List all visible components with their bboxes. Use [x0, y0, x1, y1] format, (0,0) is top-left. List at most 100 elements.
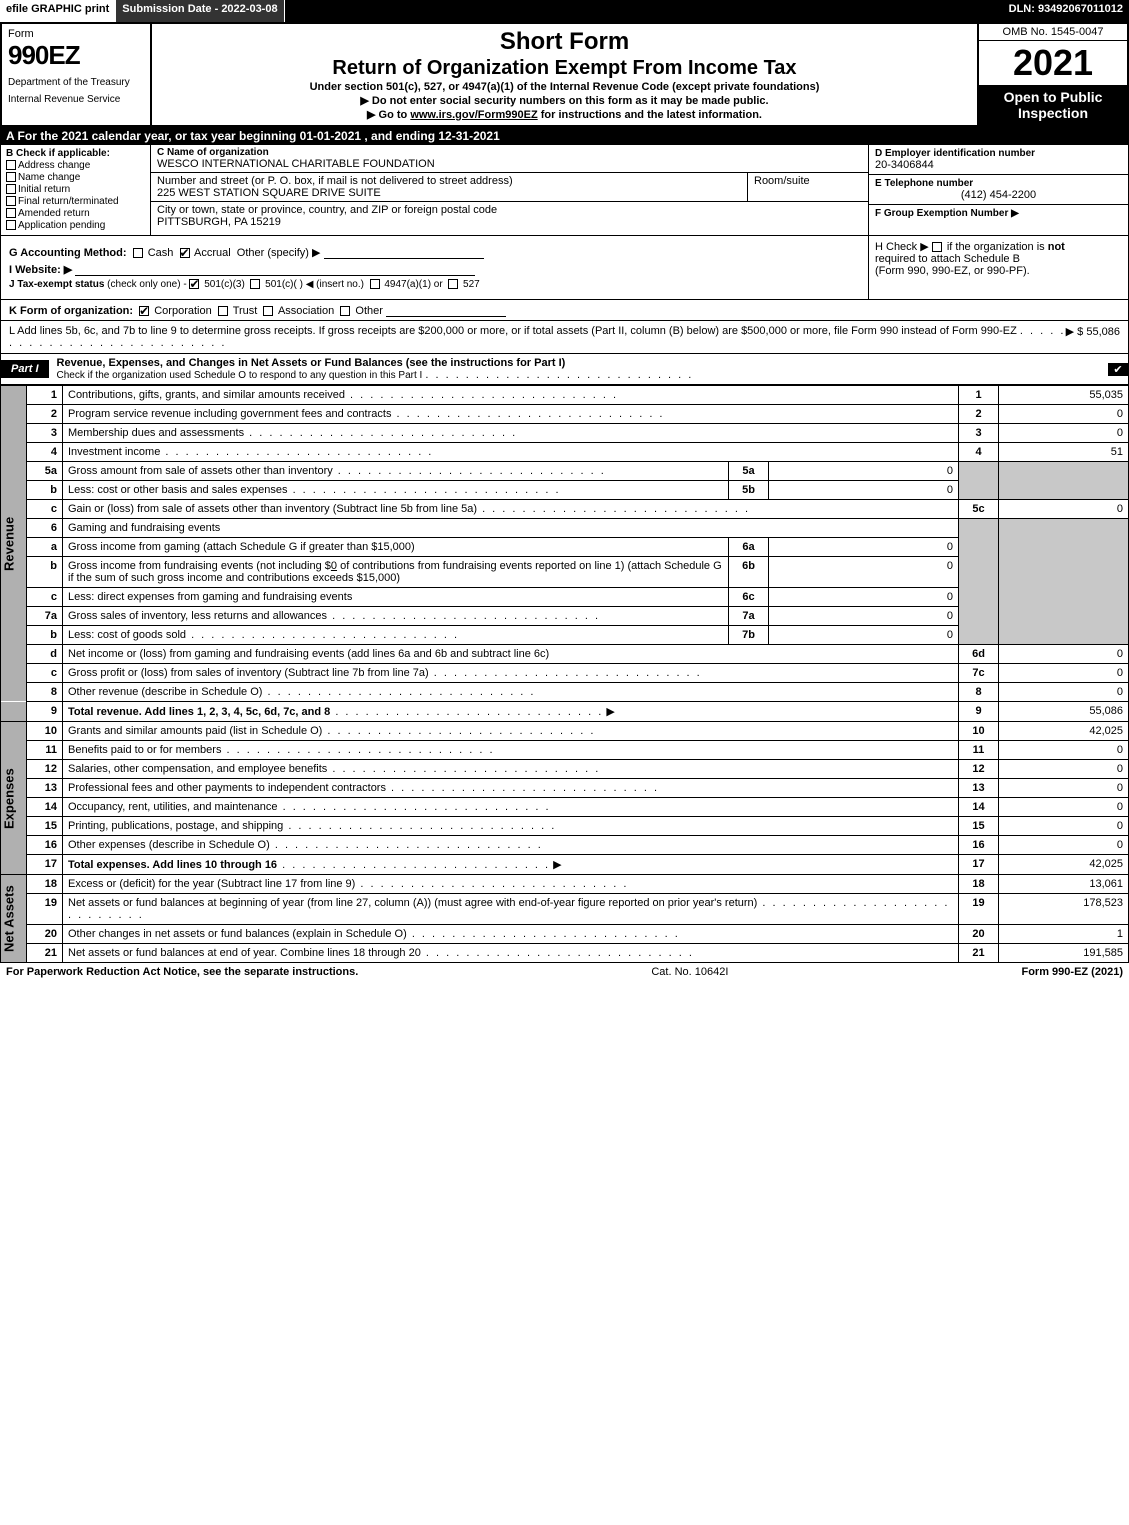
- chk-application-pending[interactable]: Application pending: [6, 220, 145, 231]
- top-bar: efile GRAPHIC print Submission Date - 20…: [0, 0, 1129, 22]
- chk-association[interactable]: [263, 306, 273, 316]
- box-h: H Check ▶ if the organization is not req…: [868, 236, 1128, 299]
- part-1-tag: Part I: [1, 360, 49, 378]
- line-7a-subval: 0: [769, 607, 959, 626]
- line-4-val: 51: [999, 443, 1129, 462]
- chk-accrual[interactable]: [180, 248, 190, 258]
- line-17-val: 42,025: [999, 855, 1129, 875]
- line-10-val: 42,025: [999, 722, 1129, 741]
- ein-label: D Employer identification number: [875, 148, 1122, 159]
- line-7c-desc: Gross profit or (loss) from sales of inv…: [68, 667, 429, 679]
- k-label: K Form of organization:: [9, 305, 133, 317]
- line-12-box: 12: [959, 760, 999, 779]
- chk-other[interactable]: [340, 306, 350, 316]
- line-5a-sub: 5a: [729, 462, 769, 481]
- chk-501c3[interactable]: [189, 279, 199, 289]
- header-sub-2: ▶ Do not enter social security numbers o…: [162, 94, 967, 107]
- irs-link[interactable]: www.irs.gov/Form990EZ: [410, 109, 537, 121]
- street-row: Number and street (or P. O. box, if mail…: [151, 173, 868, 202]
- line-9-desc: Total revenue. Add lines 1, 2, 3, 4, 5c,…: [68, 706, 330, 718]
- line-6a-subval: 0: [769, 538, 959, 557]
- chk-cash[interactable]: [133, 248, 143, 258]
- line-3-val: 0: [999, 424, 1129, 443]
- box-d: D Employer identification number 20-3406…: [869, 145, 1128, 175]
- line-13-num: 13: [27, 779, 63, 798]
- line-17-num: 17: [27, 855, 63, 875]
- boxes-def: D Employer identification number 20-3406…: [868, 145, 1128, 235]
- line-16-val: 0: [999, 836, 1129, 855]
- row-gh: G Accounting Method: Cash Accrual Other …: [0, 236, 1129, 300]
- line-11-box: 11: [959, 741, 999, 760]
- chk-527[interactable]: [448, 279, 458, 289]
- box-f: F Group Exemption Number ▶: [869, 205, 1128, 235]
- line-16-num: 16: [27, 836, 63, 855]
- line-6d-desc: Net income or (loss) from gaming and fun…: [68, 648, 549, 660]
- line-19-num: 19: [27, 894, 63, 925]
- line-1-box: 1: [959, 386, 999, 405]
- city-label: City or town, state or province, country…: [157, 204, 862, 216]
- line-18-desc: Excess or (deficit) for the year (Subtra…: [68, 878, 355, 890]
- line-2-num: 2: [27, 405, 63, 424]
- street-value: 225 WEST STATION SQUARE DRIVE SUITE: [157, 187, 741, 199]
- line-6-desc: Gaming and fundraising events: [63, 519, 959, 538]
- line-6b-num: b: [27, 557, 63, 588]
- box-b: B Check if applicable: Address change Na…: [1, 145, 151, 235]
- part-1-checkbox[interactable]: ✔: [1108, 363, 1128, 376]
- line-18-box: 18: [959, 875, 999, 894]
- line-5c-box: 5c: [959, 500, 999, 519]
- row-bcdef: B Check if applicable: Address change Na…: [0, 145, 1129, 236]
- line-14-box: 14: [959, 798, 999, 817]
- chk-4947[interactable]: [370, 279, 380, 289]
- line-5b-desc: Less: cost or other basis and sales expe…: [68, 484, 288, 496]
- line-7a-num: 7a: [27, 607, 63, 626]
- line-9-num: 9: [27, 702, 63, 722]
- line-3-num: 3: [27, 424, 63, 443]
- form-title-1: Short Form: [162, 28, 967, 56]
- line-6d-num: d: [27, 645, 63, 664]
- l-arrow-icon: ▶: [1066, 325, 1074, 338]
- line-9-val: 55,086: [999, 702, 1129, 722]
- goto-prefix: ▶ Go to: [367, 109, 410, 121]
- footer-left: For Paperwork Reduction Act Notice, see …: [6, 966, 358, 978]
- l-value: $ 55,086: [1077, 326, 1120, 338]
- side-netassets: Net Assets: [1, 875, 27, 963]
- line-21-val: 191,585: [999, 944, 1129, 963]
- h-rest2: required to attach Schedule B: [875, 253, 1020, 265]
- line-20-box: 20: [959, 925, 999, 944]
- website-input[interactable]: [75, 262, 475, 276]
- efile-print-button[interactable]: efile GRAPHIC print: [0, 0, 116, 22]
- chk-initial-return[interactable]: Initial return: [6, 184, 145, 195]
- line-14-val: 0: [999, 798, 1129, 817]
- box-g: G Accounting Method: Cash Accrual Other …: [1, 236, 868, 299]
- line-12-num: 12: [27, 760, 63, 779]
- footer-mid: Cat. No. 10642I: [651, 966, 728, 978]
- chk-501c[interactable]: [250, 279, 260, 289]
- chk-schedule-b[interactable]: [932, 242, 942, 252]
- h-rest3: (Form 990, 990-EZ, or 990-PF).: [875, 265, 1030, 277]
- box-j: J Tax-exempt status (check only one) - 5…: [9, 279, 860, 290]
- form-header: Form 990EZ Department of the Treasury In…: [0, 22, 1129, 127]
- org-name-label: C Name of organization: [157, 147, 862, 158]
- line-21-box: 21: [959, 944, 999, 963]
- header-left: Form 990EZ Department of the Treasury In…: [2, 24, 152, 125]
- line-12-val: 0: [999, 760, 1129, 779]
- line-6a-desc: Gross income from gaming (attach Schedul…: [63, 538, 729, 557]
- line-20-desc: Other changes in net assets or fund bala…: [68, 928, 407, 940]
- submission-date-label: Submission Date - 2022-03-08: [116, 0, 284, 22]
- line-20-num: 20: [27, 925, 63, 944]
- chk-address-change[interactable]: Address change: [6, 160, 145, 171]
- line-10-desc: Grants and similar amounts paid (list in…: [68, 725, 322, 737]
- chk-name-change[interactable]: Name change: [6, 172, 145, 183]
- chk-trust[interactable]: [218, 306, 228, 316]
- chk-amended-return[interactable]: Amended return: [6, 208, 145, 219]
- line-4-desc: Investment income: [68, 446, 160, 458]
- goto-suffix: for instructions and the latest informat…: [538, 109, 762, 121]
- chk-final-return[interactable]: Final return/terminated: [6, 196, 145, 207]
- line-11-num: 11: [27, 741, 63, 760]
- j-label: J Tax-exempt status: [9, 279, 104, 290]
- line-7c-val: 0: [999, 664, 1129, 683]
- line-7b-sub: 7b: [729, 626, 769, 645]
- line-5b-sub: 5b: [729, 481, 769, 500]
- form-title-2: Return of Organization Exempt From Incom…: [162, 57, 967, 80]
- chk-corporation[interactable]: [139, 306, 149, 316]
